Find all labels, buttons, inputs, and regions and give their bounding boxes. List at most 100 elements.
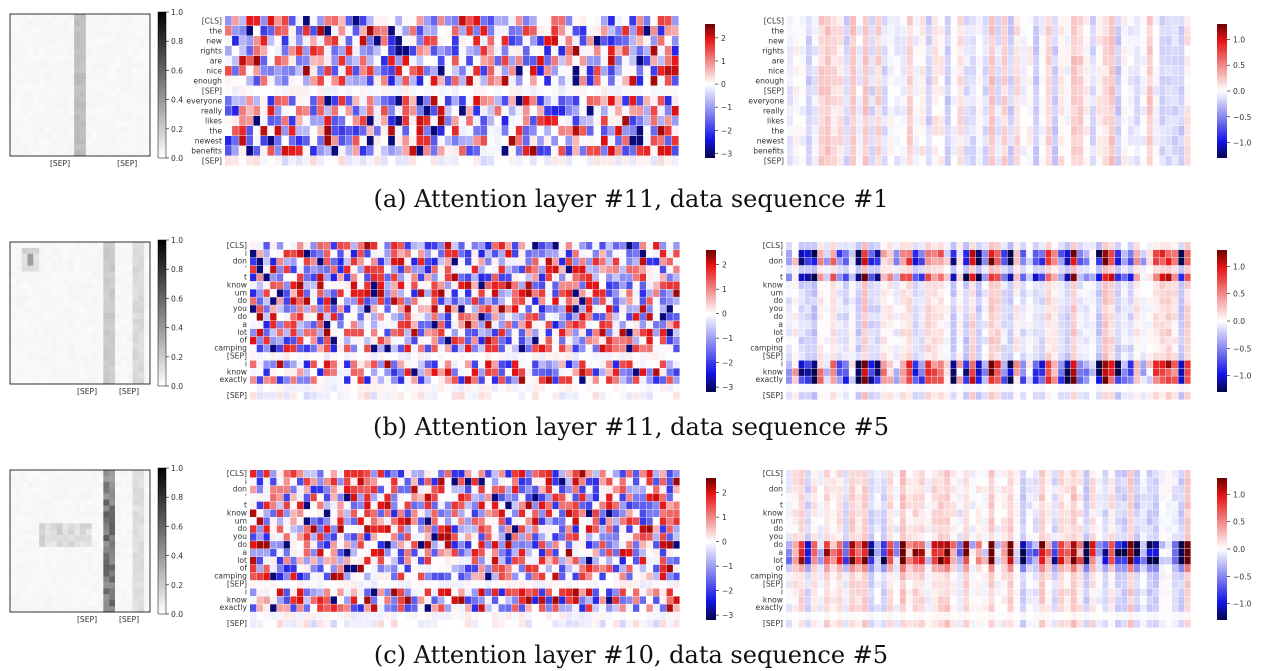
heatmap-cell: [1077, 16, 1084, 26]
heatmap-cell: [579, 289, 586, 297]
heatmap-cell: [850, 156, 857, 166]
heatmap-cell: [1071, 46, 1077, 56]
heatmap-cell: [62, 85, 69, 92]
heatmap-cell: [21, 102, 28, 109]
heatmap-cell: [50, 342, 57, 349]
heatmap-cell: [444, 352, 452, 361]
heatmap-cell: [646, 313, 653, 321]
heatmap-cell: [109, 318, 116, 326]
heatmap-cell: [906, 86, 913, 96]
heatmap-cell: [1020, 66, 1027, 76]
heatmap-cell: [384, 289, 391, 297]
heatmap-cell: [491, 289, 499, 297]
heatmap-cell: [1115, 96, 1122, 106]
heatmap-cell: [586, 16, 594, 26]
heatmap-cell: [109, 85, 116, 92]
heatmap-cell: [144, 19, 151, 27]
heatmap-cell: [671, 66, 679, 76]
heatmap-cell: [799, 16, 806, 26]
heatmap-cell: [812, 76, 819, 86]
heatmap-cell: [664, 96, 672, 106]
heatmap-cell: [938, 146, 945, 156]
heatmap-cell: [969, 273, 976, 282]
heatmap-cell: [276, 281, 284, 289]
heatmap-cell: [830, 242, 837, 250]
heatmap-cell: [1127, 96, 1134, 106]
heatmap-cell: [232, 156, 239, 166]
heatmap-cell: [1089, 249, 1096, 258]
heatmap-cell: [97, 242, 104, 249]
heatmap-cell: [39, 295, 46, 302]
heatmap-cell: [1153, 242, 1159, 250]
heatmap-cell: [317, 56, 324, 66]
heatmap-cell: [592, 321, 599, 329]
heatmap-cell: [270, 384, 277, 392]
heatmap-cell: [1108, 96, 1115, 106]
heatmap-cell: [982, 36, 989, 46]
heatmap-cell: [817, 242, 824, 250]
heatmap-cell: [10, 378, 17, 385]
heatmap-cell: [551, 36, 559, 46]
heatmap-cell: [33, 43, 40, 50]
heatmap-cell: [132, 324, 139, 332]
heatmap-cell: [15, 265, 22, 272]
y-token-label: nice: [206, 67, 222, 76]
heatmap-cell: [459, 106, 466, 116]
heatmap-cell: [21, 336, 28, 343]
heatmap-cell: [232, 26, 239, 36]
heatmap-cell: [862, 86, 869, 96]
heatmap-cell: [80, 265, 87, 272]
colorbar: [157, 239, 167, 387]
heatmap-cell: [969, 242, 976, 250]
heatmap-cell: [862, 106, 869, 116]
heatmap-cell: [626, 257, 633, 266]
heatmap-cell: [74, 114, 81, 121]
heatmap-cell: [85, 85, 92, 92]
heatmap-cell: [250, 249, 257, 258]
heatmap-cell: [97, 324, 104, 332]
heatmap-cell: [530, 126, 537, 136]
heatmap-cell: [572, 156, 580, 166]
heatmap-cell: [10, 114, 17, 121]
heatmap-cell: [673, 273, 680, 282]
heatmap-cell: [359, 106, 367, 116]
heatmap-cell: [837, 96, 844, 106]
heatmap-cell: [1121, 26, 1128, 36]
heatmap-cell: [288, 146, 296, 156]
x-tick-label: [SEP]: [117, 159, 137, 168]
heatmap-cell: [900, 66, 907, 76]
heatmap-cell: [639, 289, 647, 297]
heatmap-cell: [650, 16, 658, 26]
heatmap-cell: [144, 318, 151, 326]
heatmap-cell: [357, 360, 364, 368]
heatmap-cell: [963, 26, 970, 36]
heatmap-cell: [109, 295, 116, 302]
heatmap-cell: [1146, 76, 1153, 86]
heatmap-cell: [824, 16, 831, 26]
heatmap-cell: [391, 305, 398, 313]
heatmap-cell: [787, 76, 793, 86]
heatmap-cell: [817, 249, 824, 258]
heatmap-cell: [671, 146, 679, 156]
heatmap-cell: [138, 318, 145, 326]
heatmap-cell: [85, 313, 92, 320]
heatmap-cell: [812, 56, 819, 66]
heatmap-cell: [525, 257, 532, 266]
heatmap-cell: [109, 114, 116, 121]
heatmap-cell: [626, 273, 633, 282]
heatmap-cell: [515, 66, 523, 76]
heatmap-cell: [444, 136, 452, 146]
heatmap-cell: [1140, 273, 1147, 282]
heatmap-cell: [653, 242, 660, 250]
heatmap-cell: [622, 56, 629, 66]
heatmap-cell: [317, 376, 324, 384]
heatmap-cell: [357, 242, 364, 250]
heatmap-cell: [487, 76, 495, 86]
heatmap-cell: [144, 366, 151, 373]
heatmap-cell: [21, 55, 28, 62]
heatmap-cell: [115, 283, 122, 290]
heatmap-cell: [120, 85, 127, 92]
heatmap-cell: [260, 116, 268, 126]
heatmap-cell: [21, 378, 28, 385]
heatmap-cell: [666, 384, 673, 392]
